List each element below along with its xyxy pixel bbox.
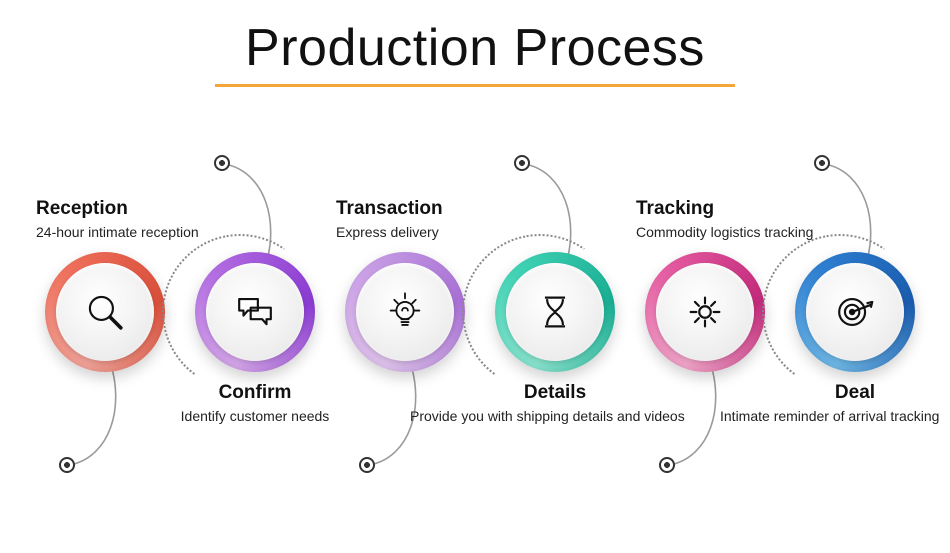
step-title: Transaction xyxy=(336,198,486,220)
step-inner xyxy=(356,263,454,361)
step-title: Details xyxy=(480,382,630,404)
magnifier-icon xyxy=(82,289,128,335)
step-title: Reception xyxy=(36,198,186,220)
process-stage: Reception 24-hour intimate reception xyxy=(0,97,950,537)
step-subtitle: Provide you with shipping details and vi… xyxy=(410,408,630,424)
gear-icon xyxy=(682,289,728,335)
target-icon xyxy=(832,289,878,335)
step-inner xyxy=(806,263,904,361)
step-inner xyxy=(506,263,604,361)
step-title: Confirm xyxy=(180,382,330,404)
step-subtitle: 24-hour intimate reception xyxy=(36,224,186,240)
connector-dot-5 xyxy=(659,457,675,473)
step-inner xyxy=(56,263,154,361)
chat-icon xyxy=(232,289,278,335)
connector-dot-3 xyxy=(359,457,375,473)
step-confirm: Confirm Identify customer needs xyxy=(180,252,330,372)
step-subtitle: Express delivery xyxy=(336,224,486,240)
page-title: Production Process xyxy=(0,18,950,78)
step-title: Deal xyxy=(780,382,930,404)
step-subtitle: Identify customer needs xyxy=(180,408,330,424)
connector-dot-4 xyxy=(514,155,530,171)
step-details: Details Provide you with shipping detail… xyxy=(480,252,630,372)
step-deal: Deal Intimate reminder of arrival tracki… xyxy=(780,252,930,372)
connector-1-down xyxy=(40,357,130,477)
lightbulb-icon xyxy=(382,289,428,335)
step-subtitle: Intimate reminder of arrival tracking xyxy=(720,408,930,424)
step-tracking: Tracking Commodity logistics tracking xyxy=(630,252,780,372)
step-inner xyxy=(656,263,754,361)
step-reception: Reception 24-hour intimate reception xyxy=(30,252,180,372)
hourglass-icon xyxy=(532,289,578,335)
connector-dot-2 xyxy=(214,155,230,171)
step-subtitle: Commodity logistics tracking xyxy=(636,224,786,240)
connector-dot-1 xyxy=(59,457,75,473)
step-transaction: Transaction Express delivery xyxy=(330,252,480,372)
step-inner xyxy=(206,263,304,361)
step-title: Tracking xyxy=(636,198,786,220)
connector-dot-6 xyxy=(814,155,830,171)
title-underline xyxy=(215,84,735,87)
